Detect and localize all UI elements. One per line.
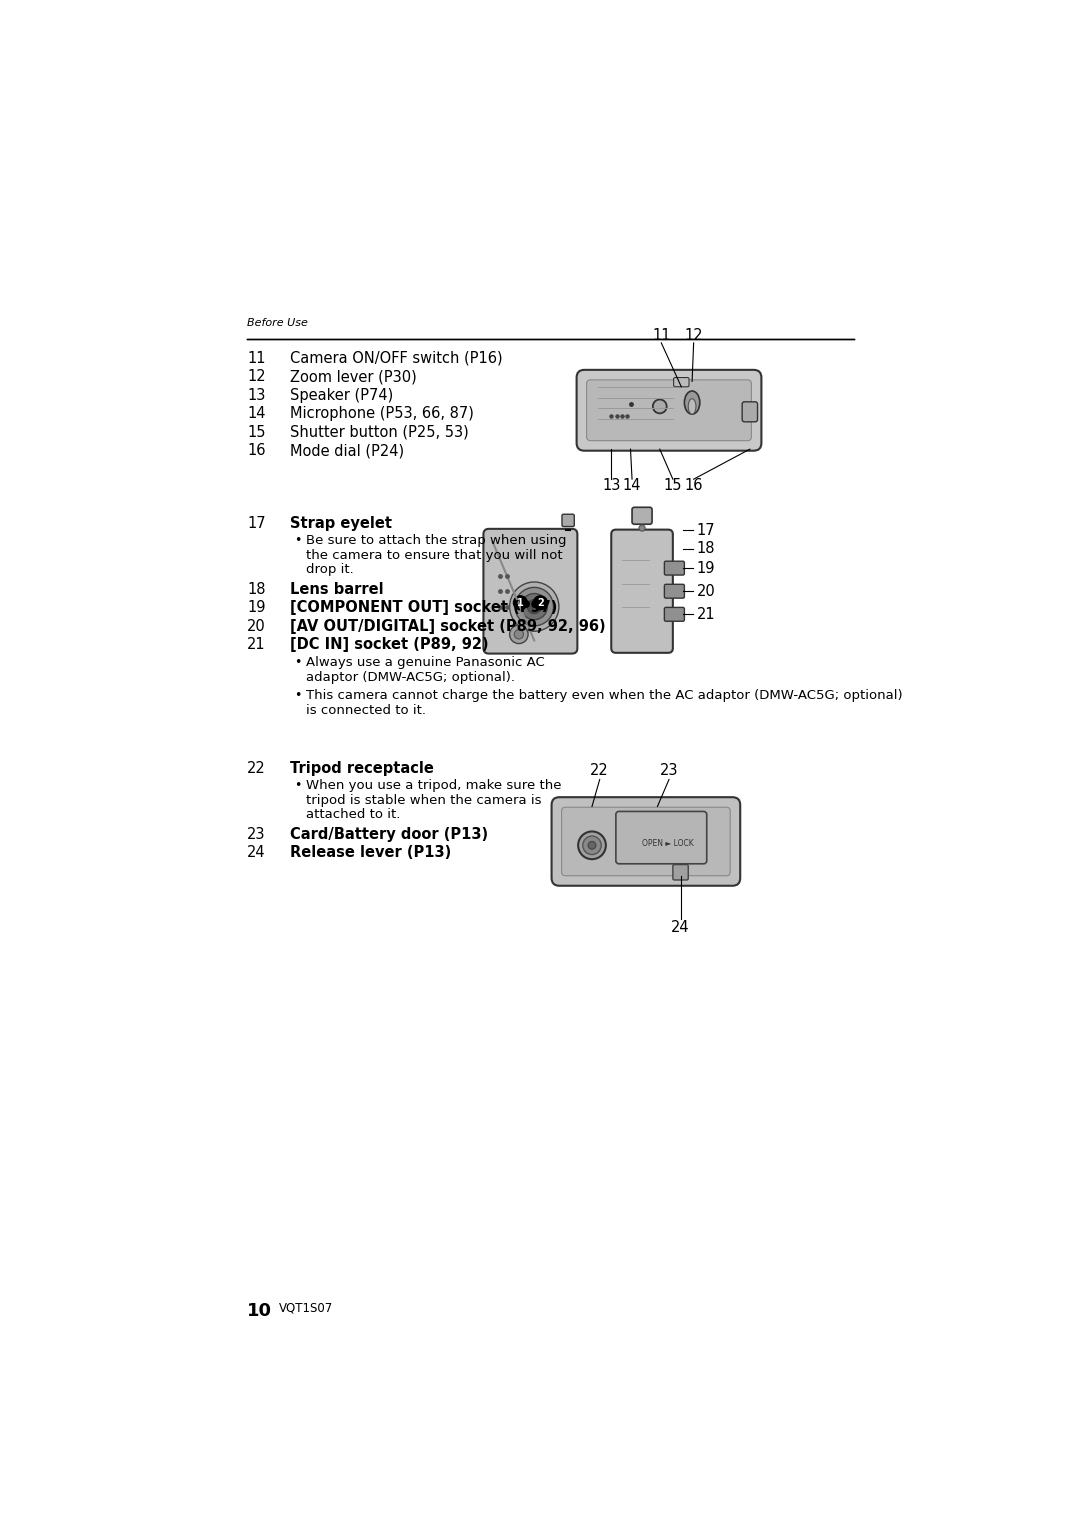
Text: 17: 17 — [247, 516, 266, 531]
Ellipse shape — [685, 391, 700, 414]
Text: 13: 13 — [602, 478, 620, 493]
Text: 14: 14 — [247, 406, 266, 421]
Text: tripod is stable when the camera is: tripod is stable when the camera is — [306, 794, 541, 807]
Circle shape — [522, 594, 548, 620]
Circle shape — [527, 600, 541, 613]
Text: 11: 11 — [652, 328, 671, 343]
Text: Zoom lever (P30): Zoom lever (P30) — [291, 369, 417, 385]
FancyBboxPatch shape — [484, 530, 578, 653]
Text: 2: 2 — [537, 598, 544, 607]
Text: •: • — [294, 656, 301, 668]
Text: 15: 15 — [247, 424, 266, 439]
Text: 12: 12 — [685, 328, 703, 343]
Text: [COMPONENT OUT] socket (P97): [COMPONENT OUT] socket (P97) — [291, 600, 557, 615]
FancyBboxPatch shape — [632, 507, 652, 525]
Text: Before Use: Before Use — [247, 317, 308, 328]
Circle shape — [583, 836, 602, 855]
Text: When you use a tripod, make sure the: When you use a tripod, make sure the — [306, 780, 562, 792]
Text: 19: 19 — [697, 560, 715, 575]
FancyBboxPatch shape — [742, 401, 757, 421]
Text: 23: 23 — [660, 763, 678, 778]
Circle shape — [515, 588, 554, 626]
Text: 19: 19 — [247, 600, 266, 615]
Circle shape — [534, 595, 548, 610]
Text: VQT1S07: VQT1S07 — [280, 1302, 334, 1315]
FancyBboxPatch shape — [562, 807, 730, 876]
Text: •: • — [294, 780, 301, 792]
Text: [AV OUT/DIGITAL] socket (P89, 92, 96): [AV OUT/DIGITAL] socket (P89, 92, 96) — [291, 620, 606, 633]
Circle shape — [510, 581, 558, 632]
Text: This camera cannot charge the battery even when the AC adaptor (DMW-AC5G; option: This camera cannot charge the battery ev… — [306, 690, 902, 702]
Text: Release lever (P13): Release lever (P13) — [291, 845, 451, 861]
Text: 17: 17 — [697, 523, 715, 537]
Ellipse shape — [688, 398, 696, 414]
Text: Always use a genuine Panasonic AC: Always use a genuine Panasonic AC — [306, 656, 544, 668]
FancyBboxPatch shape — [673, 865, 688, 881]
Text: 16: 16 — [685, 478, 703, 493]
Text: 10: 10 — [247, 1302, 272, 1320]
Text: 24: 24 — [247, 845, 266, 861]
FancyBboxPatch shape — [664, 584, 685, 598]
Text: Lens barrel: Lens barrel — [291, 581, 383, 597]
FancyBboxPatch shape — [586, 380, 752, 441]
Text: Be sure to attach the strap when using: Be sure to attach the strap when using — [306, 534, 566, 548]
Text: •: • — [294, 690, 301, 702]
Text: 24: 24 — [672, 920, 690, 935]
Text: Tripod receptacle: Tripod receptacle — [291, 760, 434, 775]
Text: Speaker (P74): Speaker (P74) — [291, 388, 393, 403]
Circle shape — [513, 595, 527, 610]
Text: Card/Battery door (P13): Card/Battery door (P13) — [291, 827, 488, 842]
Circle shape — [652, 400, 666, 414]
Circle shape — [510, 626, 528, 644]
Text: •: • — [294, 534, 301, 548]
Text: 22: 22 — [247, 760, 266, 775]
Text: 16: 16 — [247, 444, 266, 458]
FancyBboxPatch shape — [577, 369, 761, 450]
Text: 15: 15 — [663, 478, 683, 493]
Text: attached to it.: attached to it. — [306, 809, 400, 821]
Circle shape — [639, 525, 645, 531]
Circle shape — [578, 832, 606, 859]
Text: 14: 14 — [623, 478, 642, 493]
Text: 12: 12 — [247, 369, 266, 385]
Text: 20: 20 — [697, 584, 715, 598]
FancyBboxPatch shape — [616, 812, 706, 864]
Circle shape — [589, 841, 596, 848]
FancyBboxPatch shape — [562, 514, 575, 526]
Text: Strap eyelet: Strap eyelet — [291, 516, 392, 531]
Text: 23: 23 — [247, 827, 266, 842]
FancyBboxPatch shape — [611, 530, 673, 653]
Text: 18: 18 — [247, 581, 266, 597]
Text: is connected to it.: is connected to it. — [306, 703, 426, 717]
Text: Microphone (P53, 66, 87): Microphone (P53, 66, 87) — [291, 406, 474, 421]
Text: OPEN ► LOCK: OPEN ► LOCK — [642, 838, 693, 847]
Circle shape — [514, 630, 524, 639]
Text: 13: 13 — [247, 388, 266, 403]
Text: 11: 11 — [247, 351, 266, 366]
Text: drop it.: drop it. — [306, 563, 353, 577]
Text: Mode dial (P24): Mode dial (P24) — [291, 444, 404, 458]
FancyBboxPatch shape — [674, 377, 689, 386]
Text: Shutter button (P25, 53): Shutter button (P25, 53) — [291, 424, 469, 439]
FancyBboxPatch shape — [552, 797, 740, 885]
Text: [DC IN] socket (P89, 92): [DC IN] socket (P89, 92) — [291, 638, 489, 653]
Text: 22: 22 — [591, 763, 609, 778]
Text: adaptor (DMW-AC5G; optional).: adaptor (DMW-AC5G; optional). — [306, 670, 514, 684]
Text: 18: 18 — [697, 542, 715, 557]
Text: 1: 1 — [517, 598, 524, 607]
FancyBboxPatch shape — [664, 607, 685, 621]
Text: 21: 21 — [697, 607, 715, 621]
Text: 21: 21 — [247, 638, 266, 653]
Text: 20: 20 — [247, 620, 266, 633]
FancyBboxPatch shape — [664, 562, 685, 575]
Text: Camera ON/OFF switch (P16): Camera ON/OFF switch (P16) — [291, 351, 503, 366]
Text: the camera to ensure that you will not: the camera to ensure that you will not — [306, 549, 563, 562]
